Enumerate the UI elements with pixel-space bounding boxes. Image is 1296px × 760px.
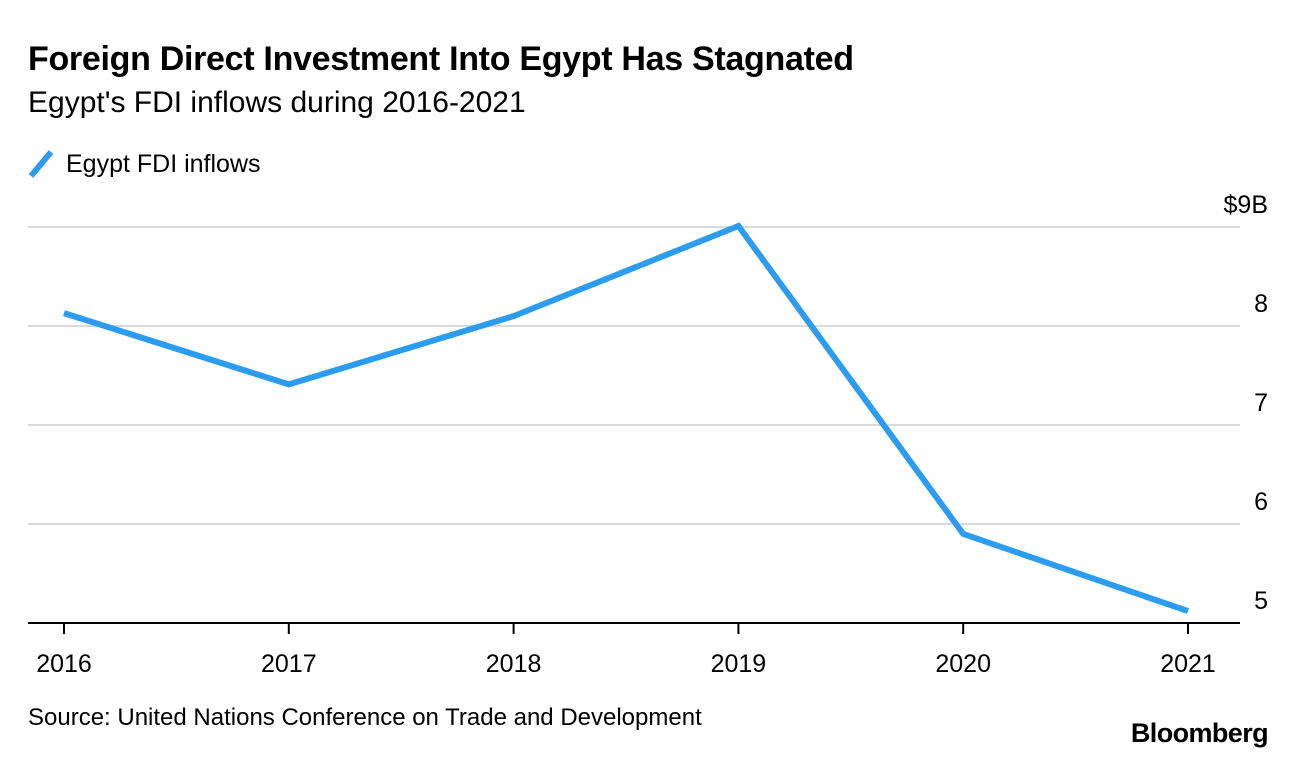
legend-label: Egypt FDI inflows — [66, 149, 261, 178]
x-tick-label: 2016 — [36, 650, 92, 678]
series — [63, 222, 1189, 614]
y-tick-label: 6 — [1254, 488, 1268, 516]
chart-title: Foreign Direct Investment Into Egypt Has… — [28, 40, 854, 78]
y-tick-label: 7 — [1254, 389, 1268, 417]
x-axis — [28, 622, 1240, 634]
gridlines — [28, 226, 1240, 525]
legend: Egypt FDI inflows — [28, 146, 261, 182]
legend-line-icon — [28, 150, 54, 178]
x-tick-label: 2020 — [935, 650, 991, 678]
y-tick-label: 5 — [1254, 587, 1268, 615]
source-note: Source: United Nations Conference on Tra… — [28, 704, 702, 731]
y-axis-labels: $9B 8 7 6 5 — [1224, 191, 1268, 615]
series-line-0 — [63, 222, 1189, 614]
bloomberg-logo: Bloomberg — [1130, 718, 1269, 748]
x-tick-label: 2021 — [1160, 650, 1216, 678]
x-tick-label: 2019 — [711, 650, 767, 678]
x-tick-label: 2018 — [486, 650, 542, 678]
chart-subtitle: Egypt's FDI inflows during 2016-2021 — [28, 86, 526, 119]
x-tick-label: 2017 — [261, 650, 317, 678]
x-axis-labels: 2016 2017 2018 2019 2020 2021 — [36, 650, 1216, 678]
y-tick-label: 8 — [1254, 290, 1268, 318]
y-tick-label: $9B — [1224, 191, 1268, 219]
